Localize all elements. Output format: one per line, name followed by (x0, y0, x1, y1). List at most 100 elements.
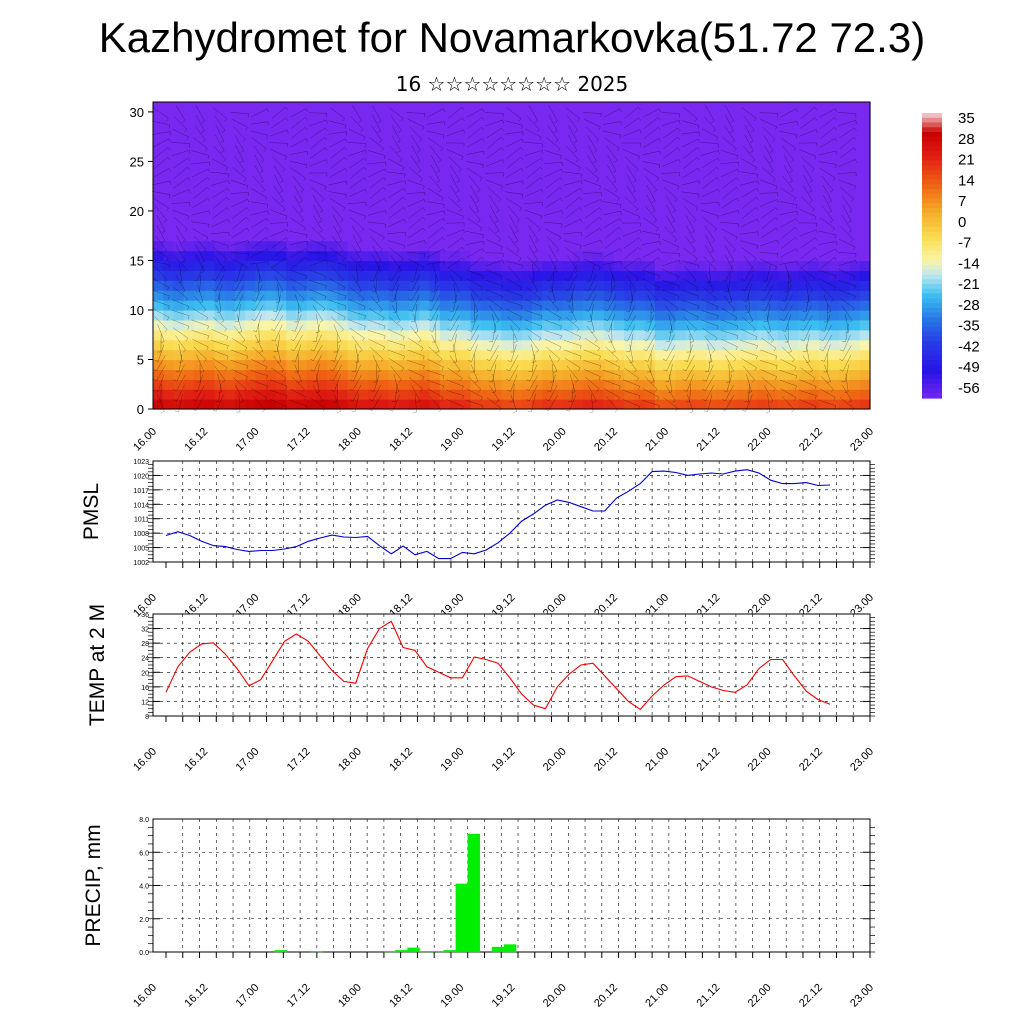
heatmap-cell (491, 240, 502, 252)
heatmap-cell (306, 339, 318, 351)
heatmap-cell (665, 379, 676, 390)
heatmap-cell (552, 250, 564, 262)
colorbar-cell (922, 203, 942, 209)
heatmap-cell (747, 389, 758, 400)
heatmap-cell (624, 102, 636, 113)
heatmap-cell (818, 319, 830, 331)
heatmap-cell (163, 260, 175, 271)
heatmap-cell (388, 300, 400, 311)
heatmap-cell (777, 280, 789, 291)
heatmap-cell (193, 309, 205, 321)
heatmap-cell (552, 260, 564, 271)
heatmap-cell (613, 191, 625, 202)
heatmap-cell (747, 111, 758, 123)
heatmap-cell (552, 102, 564, 113)
heatmap-cell (542, 379, 554, 390)
heatmap-cell (624, 201, 636, 212)
heatmap-cell (675, 250, 687, 262)
heatmap-cell (613, 339, 625, 351)
heatmap-cell (818, 349, 830, 361)
colorbar-label: 21 (958, 152, 975, 169)
heatmap-cell (675, 121, 687, 133)
heatmap-cell (327, 141, 338, 153)
heatmap-cell (429, 151, 441, 163)
heatmap-cell (214, 379, 226, 390)
heatmap-cell (368, 121, 379, 133)
heatmap-cell (470, 309, 482, 321)
heatmap-cell (347, 359, 359, 370)
heatmap-cell (521, 171, 533, 182)
heatmap-cell (859, 300, 871, 311)
heatmap-cell (388, 349, 400, 361)
heatmap-cell (757, 359, 769, 370)
heatmap-cell (747, 102, 758, 113)
heatmap-cell (624, 339, 636, 351)
heatmap-cell (245, 329, 257, 341)
heatmap-cell (378, 201, 390, 212)
heatmap-cell (439, 309, 451, 321)
heatmap-cell (634, 309, 646, 321)
heatmap-cell (613, 250, 625, 262)
heatmap-cell (521, 359, 533, 370)
heatmap-cell (572, 240, 584, 252)
heatmap-cell (788, 399, 799, 410)
heatmap-cell (726, 280, 738, 291)
heatmap-cell (716, 290, 728, 301)
heatmap-cell (634, 181, 646, 192)
heatmap-cell (542, 171, 554, 182)
heatmap-cell (337, 399, 349, 410)
heatmap-cell (501, 399, 513, 410)
heatmap-cell (501, 220, 513, 232)
heatmap-cell (613, 300, 625, 311)
heatmap-cell (859, 270, 871, 281)
heatmap-cell (398, 131, 410, 143)
heatmap-cell (501, 270, 513, 281)
heatmap-cell (480, 151, 492, 163)
heatmap-cell (296, 131, 308, 143)
heatmap-cell (613, 379, 625, 390)
heatmap-cell (675, 329, 687, 341)
heatmap-cell (234, 309, 246, 321)
heatmap-cell (296, 319, 308, 331)
heatmap-cell (634, 260, 646, 271)
heatmap-cell (511, 389, 523, 400)
heatmap-cell (634, 230, 646, 242)
colorbar-cell (922, 274, 942, 280)
heatmap-cell (572, 201, 584, 212)
heatmap-cell (603, 171, 615, 182)
heatmap-cell (255, 250, 267, 262)
heatmap-cell (255, 369, 267, 380)
heatmap-cell (685, 389, 697, 400)
heatmap-cell (204, 329, 216, 341)
heatmap-cell (450, 171, 461, 182)
heatmap-cell (327, 399, 338, 410)
heatmap-cell (542, 250, 554, 262)
heatmap-cell (234, 151, 246, 163)
heatmap-cell (685, 319, 697, 331)
heatmap-cell (183, 240, 195, 252)
colorbar-cell (922, 388, 942, 394)
heatmap-cell (552, 210, 564, 222)
heatmap-cell (245, 270, 257, 281)
heatmap-cell (398, 339, 410, 351)
heatmap-cell (562, 379, 574, 390)
heatmap-cell (163, 280, 175, 291)
heatmap-cell (224, 300, 236, 311)
heatmap-cell (255, 141, 267, 153)
heatmap-cell (777, 270, 789, 281)
heatmap-cell (337, 270, 349, 281)
heatmap-cell (275, 250, 287, 262)
heatmap-cell (296, 181, 308, 192)
heatmap-cell (644, 131, 656, 143)
heatmap-cell (337, 102, 349, 113)
heatmap-cell (788, 230, 799, 242)
heatmap-cell (747, 141, 758, 153)
heatmap-cell (726, 270, 738, 281)
heatmap-cell (491, 369, 502, 380)
heatmap-cell (398, 240, 410, 252)
heatmap-cell (839, 171, 851, 182)
heatmap-cell (368, 151, 379, 163)
heatmap-cell (480, 319, 492, 331)
heatmap-cell (439, 339, 451, 351)
heatmap-cell (470, 230, 482, 242)
